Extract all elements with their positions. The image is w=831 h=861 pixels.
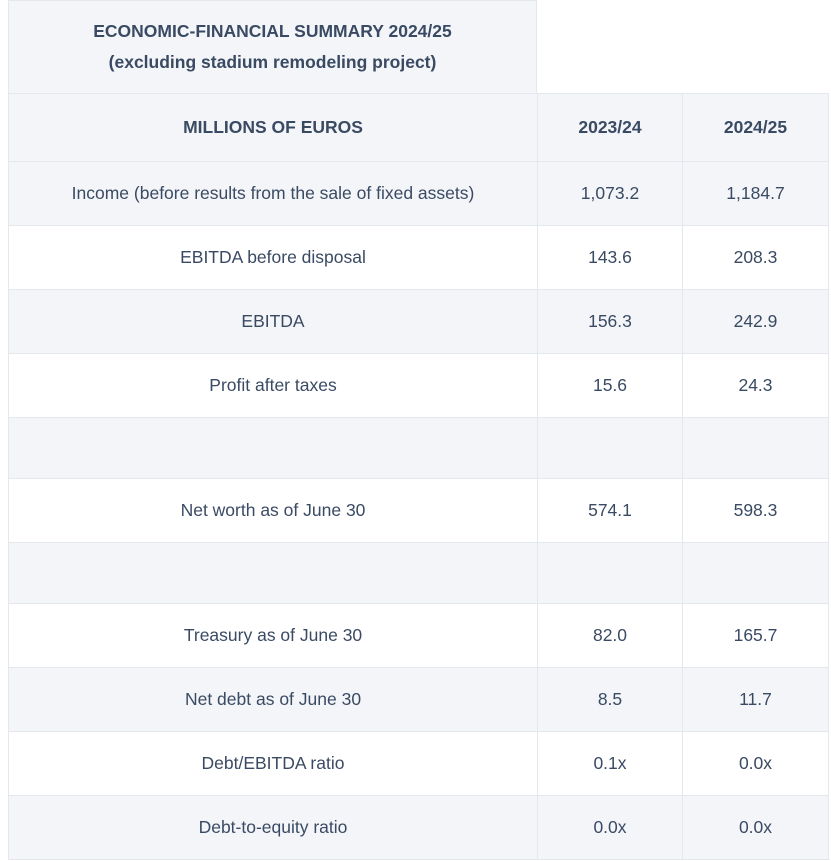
row-label: EBITDA [8, 289, 538, 354]
row-value-2023-24: 0.1x [537, 731, 683, 796]
summary-title: ECONOMIC-FINANCIAL SUMMARY 2024/25 (excl… [8, 0, 537, 93]
row-value-2024-25: 242.9 [682, 289, 829, 354]
summary-title-sub: (excluding stadium remodeling project) [108, 52, 437, 72]
row-value-2023-24: 82.0 [537, 603, 683, 668]
row-value-2023-24: 574.1 [537, 478, 683, 543]
row-value-2024-25: 165.7 [682, 603, 829, 668]
table-row: Debt-to-equity ratio 0.0x 0.0x [8, 795, 829, 860]
row-label: Treasury as of June 30 [8, 603, 538, 668]
row-label [8, 417, 538, 479]
header-year-2024-25: 2024/25 [682, 93, 829, 162]
table-row: Net debt as of June 30 8.5 11.7 [8, 667, 829, 732]
row-value-2024-25: 24.3 [682, 353, 829, 418]
spacer-row [8, 542, 829, 604]
row-value-2024-25: 598.3 [682, 478, 829, 543]
table-row: Treasury as of June 30 82.0 165.7 [8, 603, 829, 668]
table-row: Net worth as of June 30 574.1 598.3 [8, 478, 829, 543]
row-value-2023-24: 143.6 [537, 225, 683, 290]
row-label [8, 542, 538, 604]
table-row: Profit after taxes 15.6 24.3 [8, 353, 829, 418]
row-value-2024-25: 208.3 [682, 225, 829, 290]
row-value-2024-25 [682, 417, 829, 479]
financial-summary: ECONOMIC-FINANCIAL SUMMARY 2024/25 (excl… [8, 0, 829, 860]
row-value-2023-24: 8.5 [537, 667, 683, 732]
row-label: Debt-to-equity ratio [8, 795, 538, 860]
row-value-2023-24 [537, 417, 683, 479]
summary-title-main: ECONOMIC-FINANCIAL SUMMARY 2024/25 [93, 21, 452, 41]
table-row: EBITDA before disposal 143.6 208.3 [8, 225, 829, 290]
header-label: MILLIONS OF EUROS [8, 93, 538, 162]
row-label: Net worth as of June 30 [8, 478, 538, 543]
spacer-row [8, 417, 829, 479]
table-header-row: MILLIONS OF EUROS 2023/24 2024/25 [8, 93, 829, 162]
row-value-2023-24 [537, 542, 683, 604]
row-value-2023-24: 1,073.2 [537, 161, 683, 226]
row-value-2024-25 [682, 542, 829, 604]
table-row: EBITDA 156.3 242.9 [8, 289, 829, 354]
row-value-2024-25: 1,184.7 [682, 161, 829, 226]
header-year-2023-24: 2023/24 [537, 93, 683, 162]
table-row: Debt/EBITDA ratio 0.1x 0.0x [8, 731, 829, 796]
row-value-2023-24: 0.0x [537, 795, 683, 860]
row-label: Income (before results from the sale of … [8, 161, 538, 226]
row-label: EBITDA before disposal [8, 225, 538, 290]
summary-table: MILLIONS OF EUROS 2023/24 2024/25 Income… [8, 93, 829, 860]
row-value-2024-25: 0.0x [682, 795, 829, 860]
row-value-2023-24: 156.3 [537, 289, 683, 354]
row-label: Profit after taxes [8, 353, 538, 418]
row-value-2024-25: 0.0x [682, 731, 829, 796]
row-value-2023-24: 15.6 [537, 353, 683, 418]
row-label: Net debt as of June 30 [8, 667, 538, 732]
row-value-2024-25: 11.7 [682, 667, 829, 732]
row-label: Debt/EBITDA ratio [8, 731, 538, 796]
table-row: Income (before results from the sale of … [8, 161, 829, 226]
